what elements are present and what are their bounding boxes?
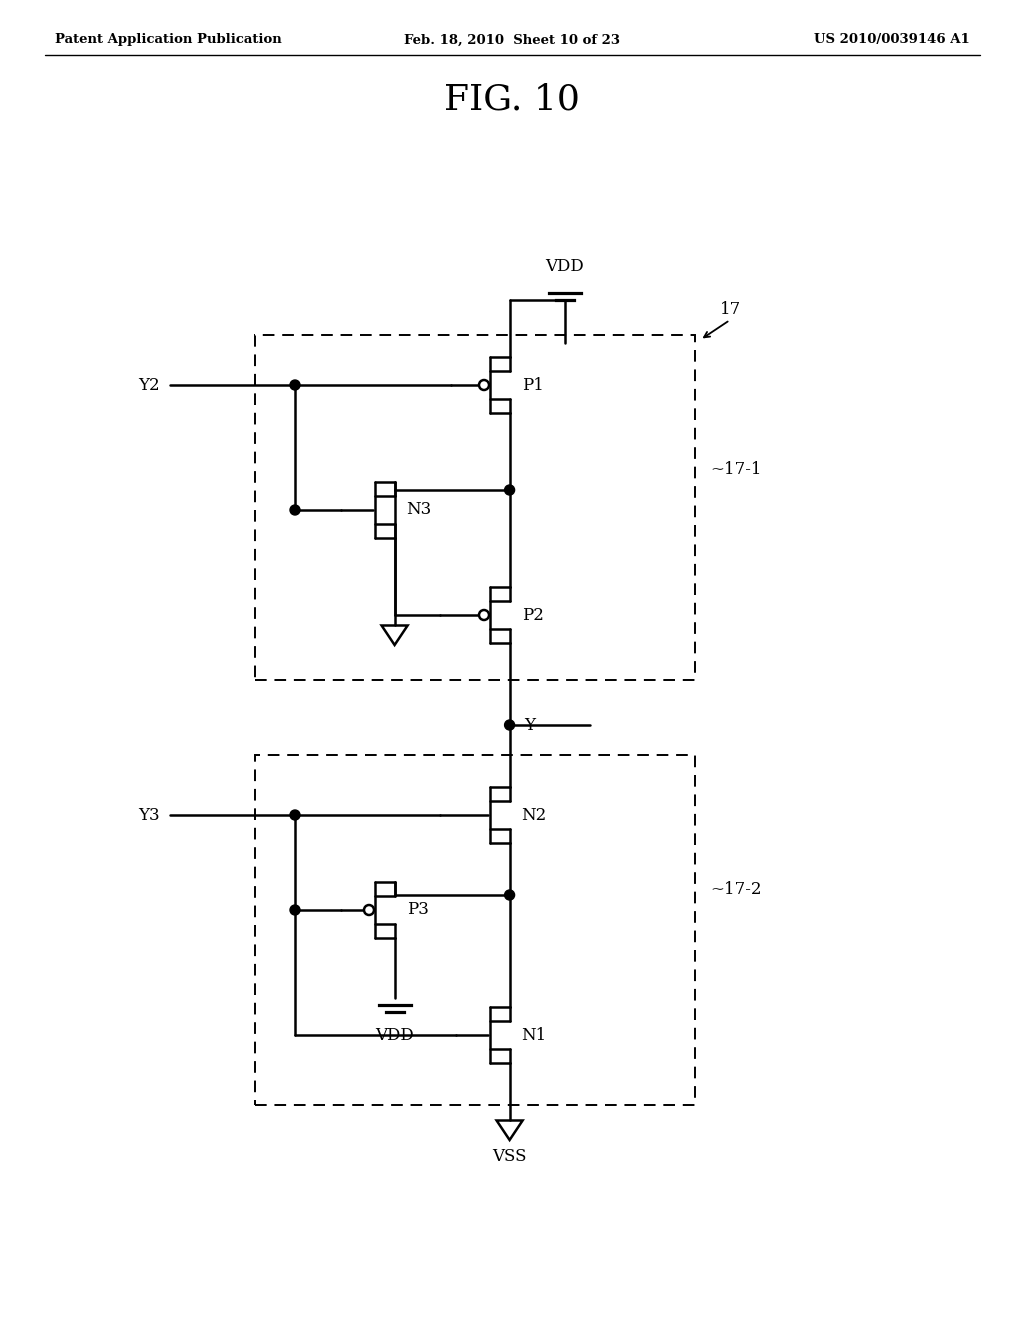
Text: 17: 17 bbox=[720, 301, 741, 318]
Text: VSS: VSS bbox=[493, 1148, 527, 1166]
Text: P1: P1 bbox=[521, 376, 544, 393]
Circle shape bbox=[290, 380, 300, 389]
Circle shape bbox=[505, 890, 515, 900]
Text: Y: Y bbox=[524, 717, 536, 734]
Bar bbox=[255, 335, 695, 680]
Text: VDD: VDD bbox=[546, 257, 585, 275]
Circle shape bbox=[290, 506, 300, 515]
Text: N3: N3 bbox=[407, 502, 432, 519]
Circle shape bbox=[290, 906, 300, 915]
Bar bbox=[255, 755, 695, 1105]
Text: N2: N2 bbox=[521, 807, 547, 824]
Text: P3: P3 bbox=[407, 902, 428, 919]
Circle shape bbox=[290, 810, 300, 820]
Text: FIG. 10: FIG. 10 bbox=[444, 83, 580, 117]
Text: Patent Application Publication: Patent Application Publication bbox=[55, 33, 282, 46]
Text: ~17-2: ~17-2 bbox=[710, 882, 762, 899]
Circle shape bbox=[505, 484, 515, 495]
Text: P2: P2 bbox=[521, 606, 544, 623]
Text: Feb. 18, 2010  Sheet 10 of 23: Feb. 18, 2010 Sheet 10 of 23 bbox=[404, 33, 620, 46]
Text: N1: N1 bbox=[521, 1027, 547, 1044]
Circle shape bbox=[505, 719, 515, 730]
Text: Y2: Y2 bbox=[138, 376, 160, 393]
Text: ~17-1: ~17-1 bbox=[710, 462, 762, 479]
Text: Y3: Y3 bbox=[138, 807, 160, 824]
Text: US 2010/0039146 A1: US 2010/0039146 A1 bbox=[814, 33, 970, 46]
Text: VDD: VDD bbox=[375, 1027, 414, 1044]
